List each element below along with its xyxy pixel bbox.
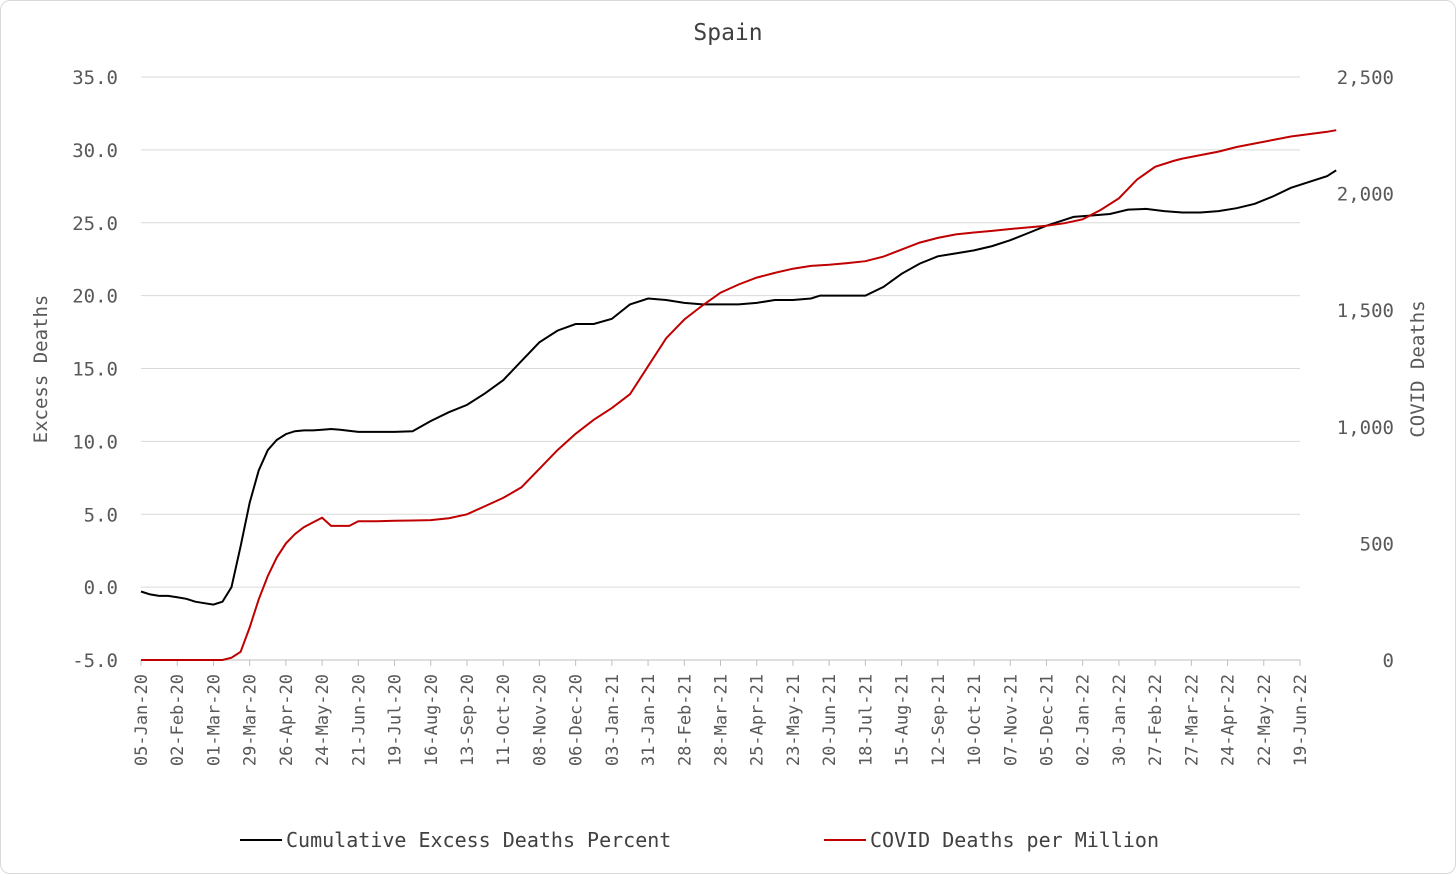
y2-tick-label: 1,500 <box>1337 300 1394 322</box>
y-tick-label: 35.0 <box>72 67 118 89</box>
x-tick-label: 20-Jun-21 <box>820 674 840 766</box>
right-axis-ticks: 2,500 2,000 1,500 1,000 500 0 <box>1337 67 1394 672</box>
right-axis-label: COVID Deaths <box>1407 300 1429 437</box>
x-tick-label: 27-Mar-22 <box>1182 674 1202 766</box>
x-tick-label: 16-Aug-20 <box>422 674 442 766</box>
x-tick-label: 12-Sep-21 <box>929 674 949 766</box>
y-tick-label: 10.0 <box>72 431 118 453</box>
x-tick-label: 31-Jan-21 <box>639 674 659 766</box>
x-tick-label: 25-Apr-21 <box>748 674 768 766</box>
y-tick-label: 0.0 <box>84 577 118 599</box>
x-tick-label: 30-Jan-22 <box>1110 674 1130 766</box>
x-tick-label: 05-Dec-21 <box>1037 674 1057 766</box>
x-tick-label: 24-Apr-22 <box>1219 674 1239 766</box>
gridlines <box>141 76 1300 661</box>
y-tick-label: 30.0 <box>72 140 118 162</box>
x-tick-label: 24-May-20 <box>313 674 333 766</box>
x-axis-ticks: 05-Jan-20 02-Feb-20 01-Mar-20 29-Mar-20 26-A… <box>132 659 1311 766</box>
series-line-excess-deaths <box>140 169 1337 606</box>
legend-label-excess: Cumulative Excess Deaths Percent <box>286 828 671 852</box>
x-tick-label: 15-Aug-21 <box>893 674 913 766</box>
x-tick-label: 13-Sep-20 <box>458 674 478 766</box>
x-tick-label: 18-Jul-21 <box>856 674 876 766</box>
y2-tick-label: 2,500 <box>1337 67 1394 89</box>
x-tick-label: 11-Oct-20 <box>494 674 514 766</box>
x-tick-label: 07-Nov-21 <box>1001 674 1021 766</box>
x-tick-label: 19-Jul-20 <box>386 674 406 766</box>
x-tick-label: 10-Oct-21 <box>965 674 985 766</box>
left-axis-label: Excess Deaths <box>30 295 52 444</box>
x-tick-label: 19-Jun-22 <box>1291 674 1311 766</box>
left-axis-ticks: 35.0 30.0 25.0 20.0 15.0 10.0 5.0 0.0 -5.0 <box>72 67 118 672</box>
x-tick-label: 05-Jan-20 <box>132 674 152 766</box>
x-tick-label: 03-Jan-21 <box>603 674 623 766</box>
x-tick-label: 06-Dec-20 <box>567 674 587 766</box>
x-tick-label: 29-Mar-20 <box>241 674 261 766</box>
y2-tick-label: 500 <box>1360 533 1394 555</box>
y2-tick-label: 1,000 <box>1337 417 1394 439</box>
chart-title: Spain <box>693 20 762 46</box>
x-tick-label: 28-Feb-21 <box>675 674 695 766</box>
y-tick-label: 5.0 <box>84 504 118 526</box>
y-tick-label: 20.0 <box>72 286 118 308</box>
y-tick-label: -5.0 <box>72 650 118 672</box>
series-line-covid-deaths <box>141 129 1337 661</box>
y2-tick-label: 2,000 <box>1337 184 1394 206</box>
x-tick-label: 22-May-22 <box>1255 674 1275 766</box>
x-tick-label: 23-May-21 <box>784 674 804 766</box>
legend: Cumulative Excess Deaths Percent COVID D… <box>240 828 1159 852</box>
x-tick-label: 01-Mar-20 <box>204 674 224 766</box>
x-tick-label: 28-Mar-21 <box>712 674 732 766</box>
legend-label-covid: COVID Deaths per Million <box>870 828 1159 852</box>
x-tick-label: 26-Apr-20 <box>277 674 297 766</box>
y-tick-label: 25.0 <box>72 213 118 235</box>
x-tick-label: 27-Feb-22 <box>1146 674 1166 766</box>
x-tick-label: 02-Feb-20 <box>168 674 188 766</box>
x-tick-label: 02-Jan-22 <box>1074 674 1094 766</box>
y2-tick-label: 0 <box>1383 650 1394 672</box>
y-tick-label: 15.0 <box>72 359 118 381</box>
x-tick-label: 21-Jun-20 <box>349 674 369 766</box>
x-tick-label: 08-Nov-20 <box>530 674 550 766</box>
